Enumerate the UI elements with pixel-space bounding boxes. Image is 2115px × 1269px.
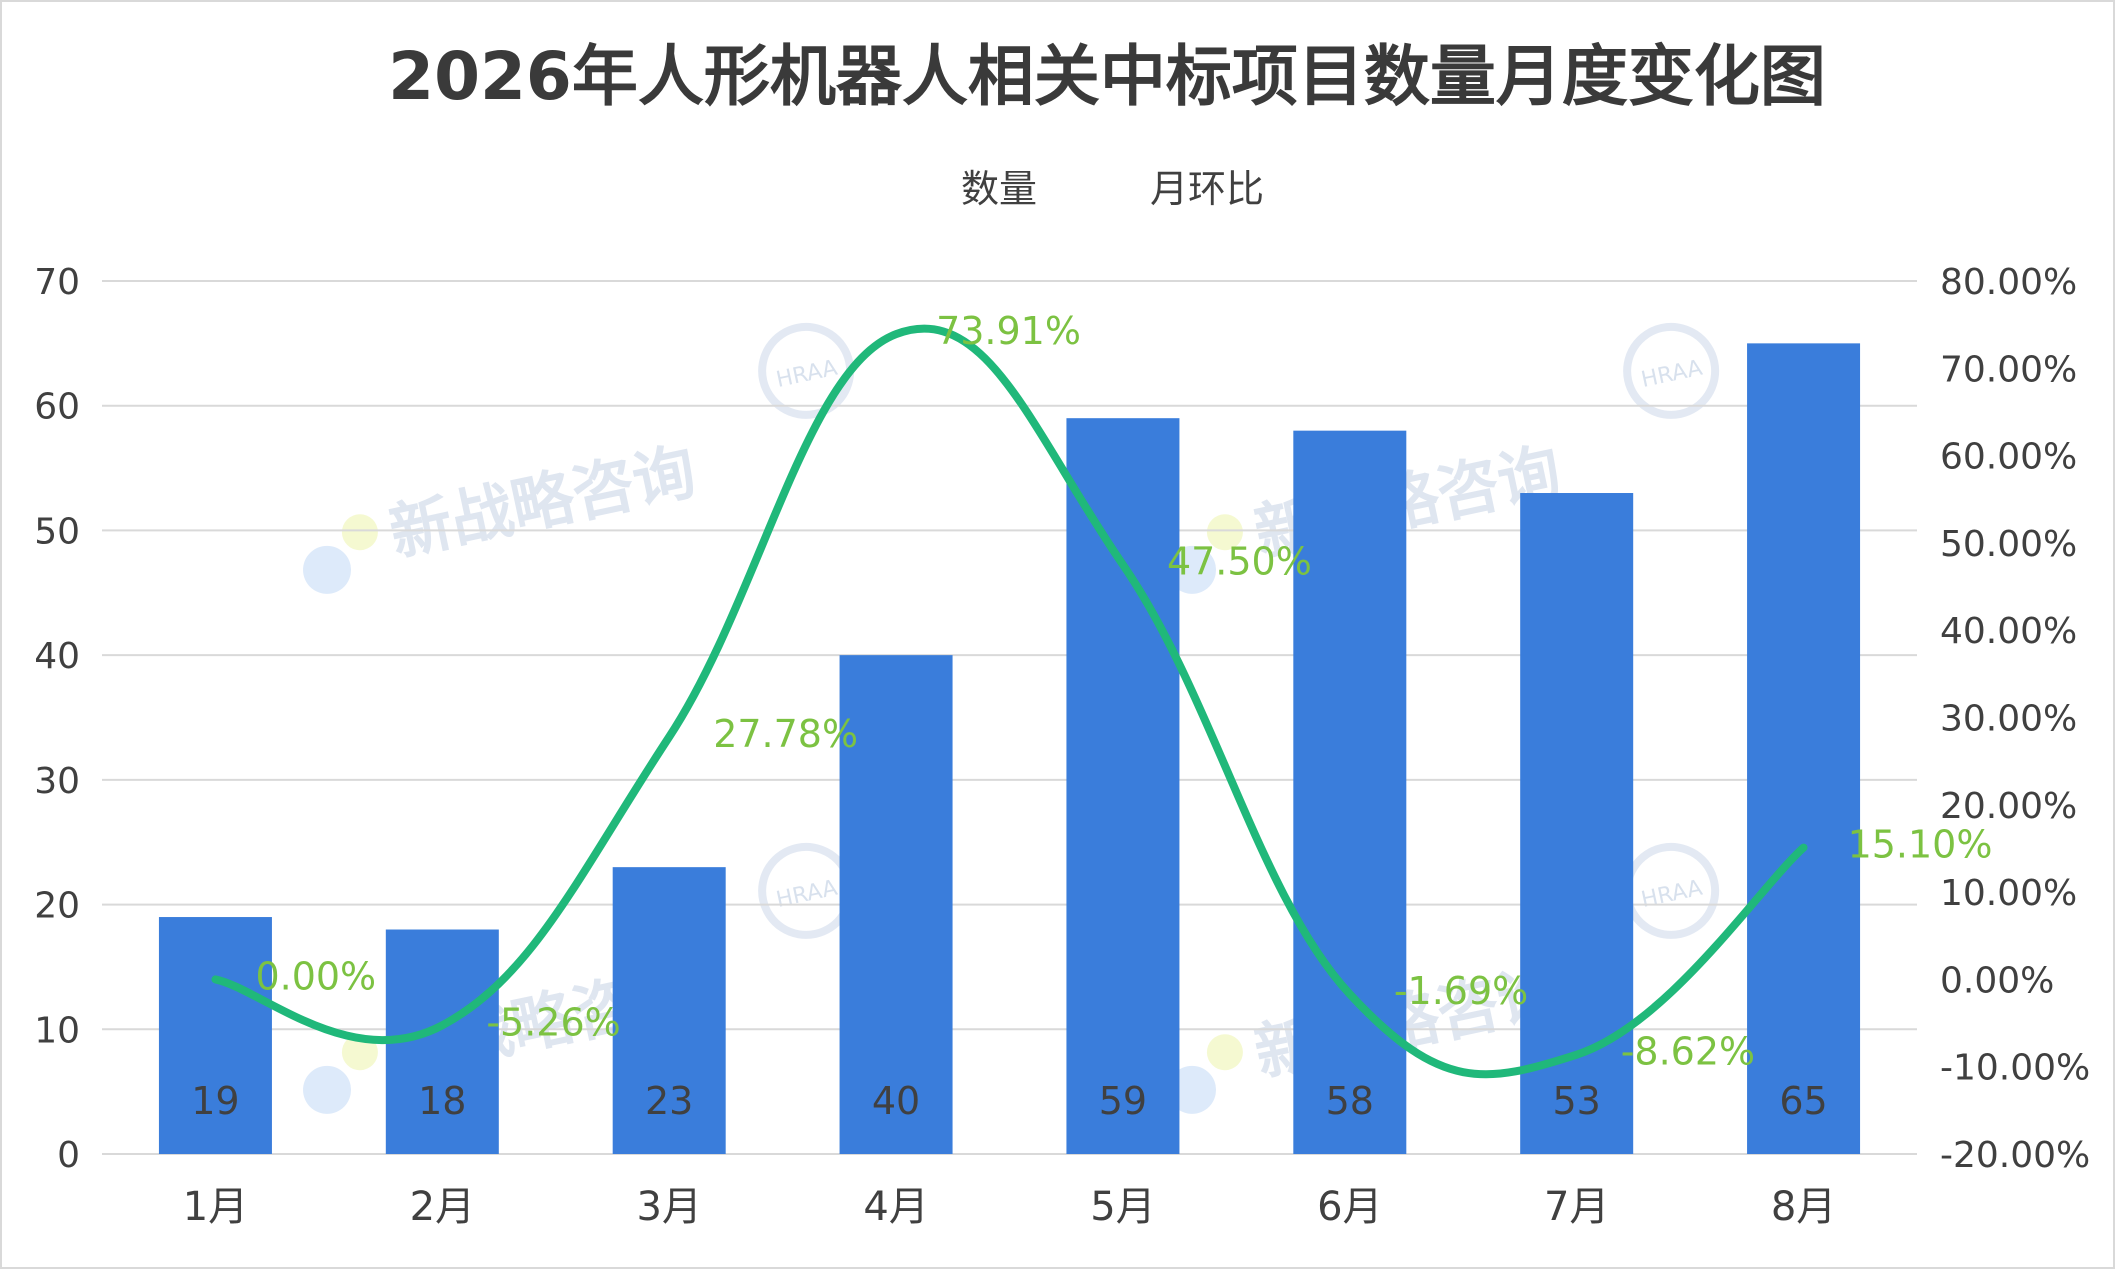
- y-left-tick-label: 40: [34, 636, 80, 677]
- watermark-text: 新战略咨询: [383, 434, 701, 570]
- watermark-logo-icon: [303, 545, 352, 594]
- line-value-label: -8.62%: [1621, 1030, 1755, 1074]
- line-value-label: 73.91%: [936, 309, 1081, 353]
- x-tick-label: 2月: [410, 1184, 475, 1230]
- legend-item-bar: 数量: [961, 167, 1037, 211]
- x-tick-label: 5月: [1090, 1184, 1155, 1230]
- line-series: [211, 324, 1808, 1079]
- watermark: 新战略咨询 HRAA: [303, 322, 855, 594]
- bar-value-label: 23: [645, 1079, 693, 1123]
- watermark-logo-icon: [1168, 1065, 1217, 1114]
- bar-value-label: 19: [191, 1079, 239, 1123]
- legend: 数量 月环比: [961, 167, 1264, 211]
- line-value-label: 47.50%: [1167, 540, 1312, 584]
- watermark-emblem-text: HRAA: [1639, 876, 1705, 913]
- bar-value-label: 58: [1326, 1079, 1374, 1123]
- legend-item-line: 月环比: [1150, 167, 1264, 211]
- x-tick-label: 3月: [636, 1184, 701, 1230]
- bar: [1747, 343, 1861, 1154]
- line-value-label: 15.10%: [1848, 823, 1993, 867]
- bar: [839, 655, 953, 1154]
- line-value-label: 27.78%: [713, 712, 858, 756]
- bar-value-label: 53: [1553, 1079, 1601, 1123]
- y-right-tick-label: 10.00%: [1940, 873, 2077, 914]
- chart-title: 2026年人形机器人相关中标项目数量月度变化图: [388, 38, 1826, 115]
- bar: [612, 867, 726, 1154]
- line-value-label: -1.69%: [1394, 969, 1528, 1013]
- bar-series: [158, 343, 1861, 1155]
- y-left-tick-label: 60: [34, 387, 80, 428]
- bar-value-label: 59: [1099, 1079, 1147, 1123]
- x-tick-label: 7月: [1544, 1184, 1609, 1230]
- x-tick-label: 8月: [1771, 1184, 1836, 1230]
- watermark-logo-icon: [341, 514, 378, 551]
- watermark-emblem-icon: [1623, 322, 1720, 419]
- bar: [158, 917, 272, 1154]
- watermark-logo-icon: [1168, 545, 1217, 594]
- y-left-tick-label: 30: [34, 761, 80, 802]
- line-value-label: 0.00%: [255, 954, 376, 998]
- y-left-tick-label: 50: [34, 511, 80, 552]
- y-right-tick-label: -10.00%: [1940, 1048, 2090, 1089]
- watermark-logo-icon: [303, 1065, 352, 1114]
- y-left-tick-label: 0: [57, 1135, 80, 1176]
- line-value-label: -5.26%: [486, 1000, 620, 1044]
- watermark-emblem-text: HRAA: [774, 356, 840, 393]
- y-right-tick-label: 20.00%: [1940, 786, 2077, 827]
- grid-lines: [102, 280, 1917, 1155]
- y-right-tick-label: 0.00%: [1940, 960, 2054, 1001]
- bar: [1520, 493, 1634, 1154]
- watermark-emblem-text: HRAA: [1639, 356, 1705, 393]
- watermark-logo-icon: [1206, 1034, 1243, 1071]
- y-right-tick-label: 50.00%: [1940, 524, 2077, 565]
- y-left-tick-label: 20: [34, 886, 80, 927]
- watermark-emblem-icon: [758, 322, 855, 419]
- y-right-tick-label: 80.00%: [1940, 262, 2077, 303]
- axes: 0 10 20 30 40 50 60 70 -20.00% -10.00% 0.00% 10.00%…: [34, 262, 2090, 1230]
- y-right-tick-label: 40.00%: [1940, 611, 2077, 652]
- x-tick-label: 4月: [863, 1184, 928, 1230]
- bar-value-label: 65: [1779, 1079, 1827, 1123]
- watermark-logo-icon: [1206, 514, 1243, 551]
- y-right-tick-label: 60.00%: [1940, 437, 2077, 478]
- y-left-tick-label: 10: [34, 1010, 80, 1051]
- x-tick-label: 6月: [1317, 1184, 1382, 1230]
- data-labels: 19 18 23 40 59 58 53 65 0.00% -5.26% 27.78% 73.91% 4…: [191, 309, 1992, 1123]
- y-right-tick-label: -20.00%: [1940, 1135, 2090, 1176]
- watermark-emblem-text: HRAA: [774, 876, 840, 913]
- y-left-tick-label: 70: [34, 262, 80, 303]
- y-right-tick-label: 70.00%: [1940, 349, 2077, 390]
- x-tick-label: 1月: [183, 1184, 248, 1230]
- bar-value-label: 40: [872, 1079, 920, 1123]
- bar: [1066, 418, 1180, 1155]
- line-path: [211, 324, 1808, 1079]
- y-right-tick-label: 30.00%: [1940, 699, 2077, 740]
- bar-value-label: 18: [418, 1079, 466, 1123]
